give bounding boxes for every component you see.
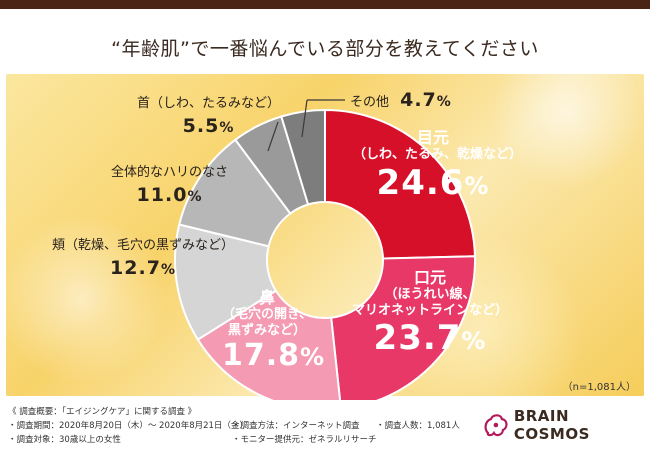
title-box: “年齢肌”で一番悩んでいる部分を教えてください (6, 20, 644, 74)
footer-period: ・調査期間：2020年8月20日（木）～ 2020年8月21日（金） (8, 421, 248, 431)
slice-sub-nose-1: （毛穴の開き、 (222, 307, 313, 323)
slice-label-other: その他 4.7% (350, 89, 452, 112)
footer-method: ・調査方法：インターネット調査 (232, 421, 360, 431)
slice-label-cheek: 頬（乾燥、毛穴の黒ずみなど） 12.7% (52, 238, 234, 279)
footer-count: ・調査人数：1,081人 (376, 421, 460, 431)
slice-pct-neck-unit: % (219, 119, 235, 136)
sample-size-note: （n=1,081人） (562, 382, 636, 393)
leader-line-other (301, 99, 308, 138)
slice-pct-other: 4.7% (400, 89, 452, 111)
slice-text-firmness: 全体的なハリのなさ (111, 165, 229, 180)
chart-title: “年齢肌”で一番悩んでいる部分を教えてください (111, 38, 539, 60)
survey-footer (0, 400, 650, 450)
donut-slice-1 (330, 255, 476, 400)
slice-label-eye: 目元 （しわ、たるみ、乾燥など） 24.6% (353, 128, 523, 204)
slice-pct-firmness: 11.0% (111, 184, 228, 207)
slice-sub-mouth-1: （ほうれい線、 (384, 287, 476, 303)
donut-slice-6 (280, 108, 326, 206)
slice-pct-neck-num: 5.5 (182, 114, 220, 137)
slice-label-nose: 鼻 （毛穴の開き、 黒ずみなど） 17.8% (222, 288, 324, 374)
leader-line-neck (267, 121, 279, 152)
slice-pct-eye: 24.6% (353, 163, 513, 204)
slice-pct-nose-unit: % (300, 343, 326, 372)
footer-provider: ・モニター提供元：ゼネラルリサーチ (232, 435, 377, 445)
slice-pct-other-unit: % (436, 94, 452, 110)
slice-title-nose: 鼻 (258, 288, 275, 307)
slice-pct-firmness-unit: % (187, 188, 203, 205)
slice-label-mouth: 口元 （ほうれい線、 マリオネットラインなど） 23.7% (350, 268, 510, 359)
slice-pct-neck: 5.5% (137, 115, 280, 138)
top-bar (0, 0, 650, 9)
slice-pct-eye-unit: % (464, 171, 490, 200)
brand: BRAIN COSMOS (482, 407, 650, 443)
slice-text-cheek: 頬（乾燥、毛穴の黒ずみなど） (52, 238, 235, 253)
slice-pct-mouth-num: 23.7 (373, 318, 462, 359)
slice-sub-eye: （しわ、たるみ、乾燥など） (353, 147, 523, 163)
slice-pct-nose-num: 17.8 (222, 338, 301, 374)
slice-pct-cheek: 12.7% (52, 257, 234, 280)
footer-target: ・調査対象：30歳以上の女性 (8, 435, 121, 445)
slice-label-firmness: 全体的なハリのなさ 11.0% (111, 165, 228, 206)
slice-pct-cheek-num: 12.7 (110, 256, 161, 279)
slice-pct-firmness-num: 11.0 (136, 183, 188, 206)
slice-sub-nose-2: 黒ずみなど） (227, 322, 306, 338)
donut-chart (174, 99, 476, 400)
slice-pct-cheek-unit: % (160, 261, 176, 278)
slice-pct-nose: 17.8% (222, 338, 324, 374)
slice-title-eye: 目元 (416, 128, 449, 147)
slice-pct-mouth-unit: % (461, 327, 487, 356)
slice-sub-mouth-2: マリオネットラインなど） (351, 302, 508, 318)
brain-cosmos-logo-icon (484, 414, 508, 437)
brand-name: BRAIN COSMOS (513, 407, 590, 443)
slice-pct-eye-num: 24.6 (376, 162, 465, 203)
donut-slice-0 (324, 108, 476, 260)
slice-title-mouth: 口元 (413, 268, 446, 287)
slice-pct-mouth: 23.7% (350, 318, 510, 359)
footer-overview: 《 調査概要：「エイジングケア」に関する調査 》 (8, 407, 197, 417)
slice-label-neck: 首（しわ、たるみなど） 5.5% (137, 96, 280, 137)
slice-text-neck: 首（しわ、たるみなど） (137, 96, 281, 111)
slice-text-other: その他 (350, 95, 390, 110)
slice-pct-other-num: 4.7 (400, 89, 437, 111)
